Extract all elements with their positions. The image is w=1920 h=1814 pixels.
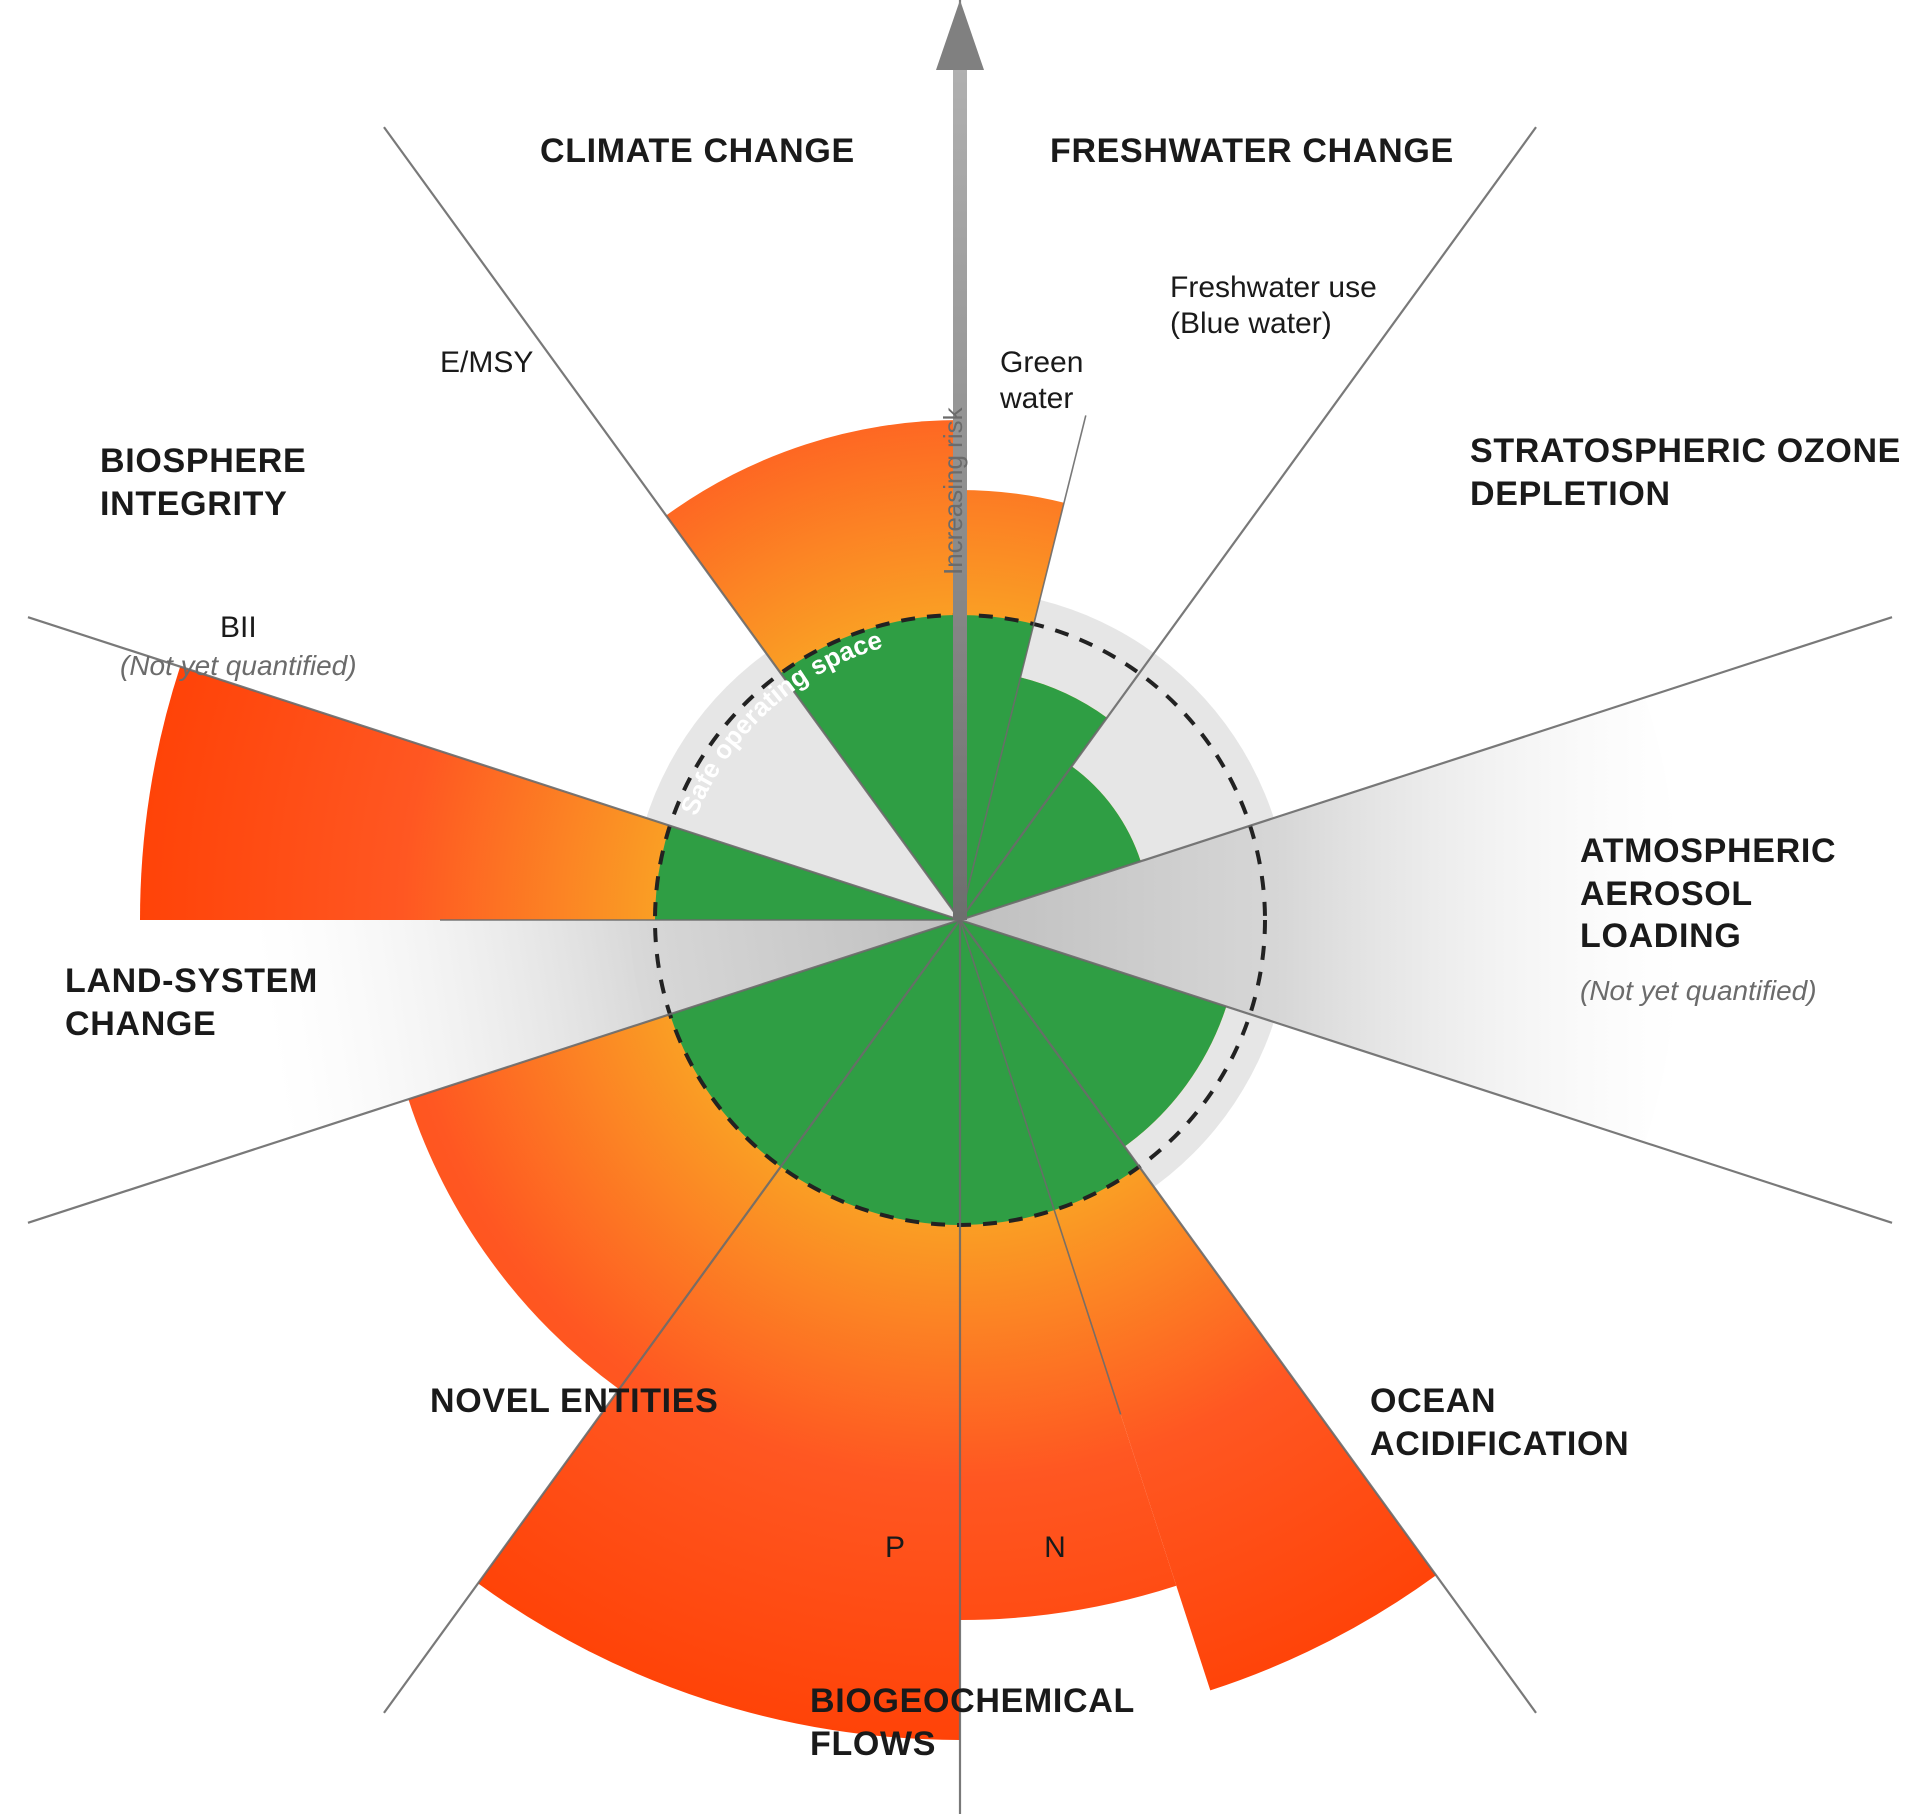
note-bii: (Not yet quantified) — [120, 650, 357, 682]
label-land_system_change: LAND-SYSTEM CHANGE — [65, 960, 318, 1045]
sublabel-bgc_n: N — [1044, 1530, 1066, 1566]
risk-arrow-label: Increasing risk — [938, 407, 969, 575]
sublabel-bgc_p: P — [885, 1530, 905, 1566]
label-freshwater_change: FRESHWATER CHANGE — [1050, 130, 1454, 173]
label-biosphere_integrity: BIOSPHERE INTEGRITY — [100, 440, 306, 525]
label-stratospheric_ozone: STRATOSPHERIC OZONE DEPLETION — [1470, 430, 1901, 515]
label-climate_change: CLIMATE CHANGE — [540, 130, 855, 173]
label-ocean_acidification: OCEAN ACIDIFICATION — [1370, 1380, 1629, 1465]
note-atmospheric_aerosol: (Not yet quantified) — [1580, 975, 1817, 1007]
sublabel-emsy: E/MSY — [440, 345, 533, 381]
sublabel-freshwater_green: Green water — [1000, 345, 1083, 417]
label-novel_entities: NOVEL ENTITIES — [430, 1380, 719, 1423]
sublabel-freshwater_blue: Freshwater use (Blue water) — [1170, 270, 1377, 342]
label-biogeochemical_flows: BIOGEOCHEMICAL FLOWS — [810, 1680, 1135, 1765]
sublabel-bii: BII — [220, 610, 257, 646]
label-atmospheric_aerosol: ATMOSPHERIC AEROSOL LOADING — [1580, 830, 1836, 958]
planetary-boundaries-diagram: Safe operating space CLIMATE CHANGEFRESH… — [0, 0, 1920, 1814]
